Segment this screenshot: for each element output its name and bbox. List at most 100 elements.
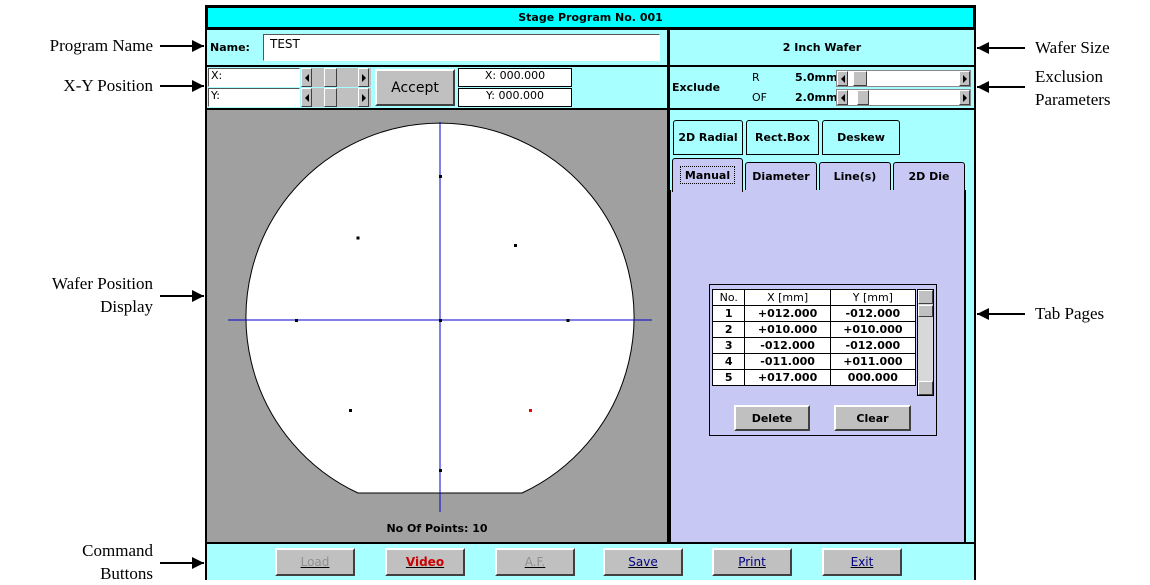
r-label: R	[752, 71, 760, 84]
tab[interactable]: Line(s)	[819, 162, 891, 190]
arrow-head	[977, 42, 989, 54]
command-button[interactable]: A.F.	[495, 548, 575, 576]
annotation: Program Name	[0, 34, 153, 57]
annotation-line: Exclusion	[1035, 67, 1103, 86]
clear-button[interactable]: Clear	[834, 405, 911, 431]
table-cell: 5	[711, 369, 746, 386]
scroll-thumb[interactable]	[324, 88, 337, 107]
scroll-thumb[interactable]	[857, 90, 869, 105]
annotation-line: Command	[82, 541, 153, 560]
accept-label: Accept	[391, 79, 439, 96]
y-input[interactable]: Y:	[208, 88, 300, 107]
annotation: Command Buttons	[0, 539, 153, 585]
accept-button[interactable]: Accept	[375, 69, 455, 106]
annotation-line: Wafer Position	[51, 274, 153, 293]
arrow-head	[977, 308, 989, 320]
header-cell: Y [mm]	[829, 289, 917, 306]
annotation-line: X-Y Position	[63, 76, 153, 95]
wafer-view	[228, 122, 652, 512]
scroll-thumb[interactable]	[853, 71, 867, 86]
tab[interactable]: 2D Die	[893, 162, 965, 190]
scroll-right[interactable]	[959, 71, 970, 86]
annotation: Wafer Position Display	[0, 272, 153, 318]
table-cell: 3	[711, 337, 746, 354]
name-input[interactable]: TEST	[263, 34, 660, 61]
annotation-line: Tab Pages	[1035, 304, 1105, 323]
table-cell: 2	[711, 321, 746, 338]
exclude-label: Exclude	[672, 81, 721, 94]
wafer-size: 2 Inch Wafer	[782, 41, 862, 54]
x-label: X:	[211, 69, 223, 82]
name-value: TEST	[270, 37, 300, 51]
scroll-thumb[interactable]	[918, 305, 933, 317]
scroll-right[interactable]	[358, 88, 369, 107]
x-readout-box: X: 000.000	[458, 68, 572, 87]
of-slider[interactable]	[836, 89, 971, 106]
wafer-size-panel: 2 Inch Wafer	[670, 30, 974, 65]
y-readout-box: Y: 000.000	[458, 88, 572, 107]
annotation: Tab Pages	[1035, 302, 1150, 325]
table-scrollbar[interactable]	[917, 289, 934, 396]
scroll-left[interactable]	[837, 90, 848, 105]
scroll-left[interactable]	[301, 68, 312, 87]
window: Stage Program No. 001 Name: TEST 2 Inch …	[205, 5, 976, 580]
table-cell: +012.000	[744, 305, 831, 322]
annotation: Exclusion Parameters	[1035, 65, 1150, 111]
point	[514, 244, 517, 247]
scroll-right[interactable]	[358, 68, 369, 87]
scroll-down[interactable]	[918, 381, 933, 395]
tab[interactable]: 2D Radial	[673, 120, 743, 155]
scroll-thumb[interactable]	[324, 68, 337, 87]
command-button[interactable]: Video	[385, 548, 465, 576]
table-row: 4 -011.000 +011.000	[711, 353, 917, 370]
command-button[interactable]: Load	[275, 548, 355, 576]
title: Stage Program No. 001	[518, 11, 663, 24]
table-row: 2 +010.000 +010.000	[711, 321, 917, 338]
command-label: Load	[300, 555, 330, 569]
tab[interactable]: Diameter	[745, 162, 817, 190]
command-bar: Load Video A.F. Save Print Exit	[207, 544, 974, 580]
table-cell: -012.000	[829, 305, 917, 322]
table-cell: +017.000	[744, 369, 831, 386]
tab[interactable]: Rect.Box	[746, 120, 819, 155]
scroll-up[interactable]	[918, 290, 933, 304]
tab[interactable]: Deskew	[822, 120, 900, 155]
tab-page: No. X [mm] Y [mm] 1 +012.000 -012.000 2 +010.00…	[670, 190, 966, 542]
points-table-panel: No. X [mm] Y [mm] 1 +012.000 -012.000 2 +010.00…	[709, 284, 937, 436]
scroll-left[interactable]	[837, 71, 848, 86]
scroll-left[interactable]	[301, 88, 312, 107]
command-button[interactable]: Exit	[822, 548, 902, 576]
annotation: Wafer Size	[1035, 36, 1150, 59]
r-slider[interactable]	[836, 70, 971, 87]
arrow-head	[192, 290, 204, 302]
arrow-head	[192, 557, 204, 569]
x-input[interactable]: X:	[208, 68, 300, 87]
command-button[interactable]: Print	[712, 548, 792, 576]
r-value: 5.0mm	[795, 71, 838, 84]
table-cell: +010.000	[829, 321, 917, 338]
table-row: 1 +012.000 -012.000	[711, 305, 917, 322]
command-label: A.F.	[524, 555, 546, 569]
point	[439, 175, 442, 178]
delete-label: Delete	[751, 411, 793, 425]
delete-button[interactable]: Delete	[734, 405, 810, 431]
points-table: No. X [mm] Y [mm] 1 +012.000 -012.000 2 +010.00…	[711, 289, 917, 386]
y-scrollbar	[301, 88, 371, 107]
command-button[interactable]: Save	[603, 548, 683, 576]
exclude-panel: Exclude R 5.0mm OF 2.0mm	[670, 67, 974, 108]
point	[529, 409, 532, 412]
tab-area: 2D Radial Rect.Box Deskew Manual Diameter Li…	[670, 110, 974, 542]
name-row: Name: TEST	[207, 30, 667, 65]
table-row: 5 +017.000 000.000	[711, 369, 917, 386]
command-label: Video	[405, 555, 445, 569]
tab[interactable]: Manual	[672, 158, 743, 192]
table-row: 3 -012.000 -012.000	[711, 337, 917, 354]
header-cell: X [mm]	[744, 289, 831, 306]
of-value: 2.0mm	[795, 91, 838, 104]
scroll-right[interactable]	[959, 90, 970, 105]
point	[566, 319, 570, 322]
points-label: No Of Points: 10	[386, 522, 488, 535]
command-label: Save	[628, 555, 658, 569]
annotation-line: Program Name	[49, 36, 153, 55]
